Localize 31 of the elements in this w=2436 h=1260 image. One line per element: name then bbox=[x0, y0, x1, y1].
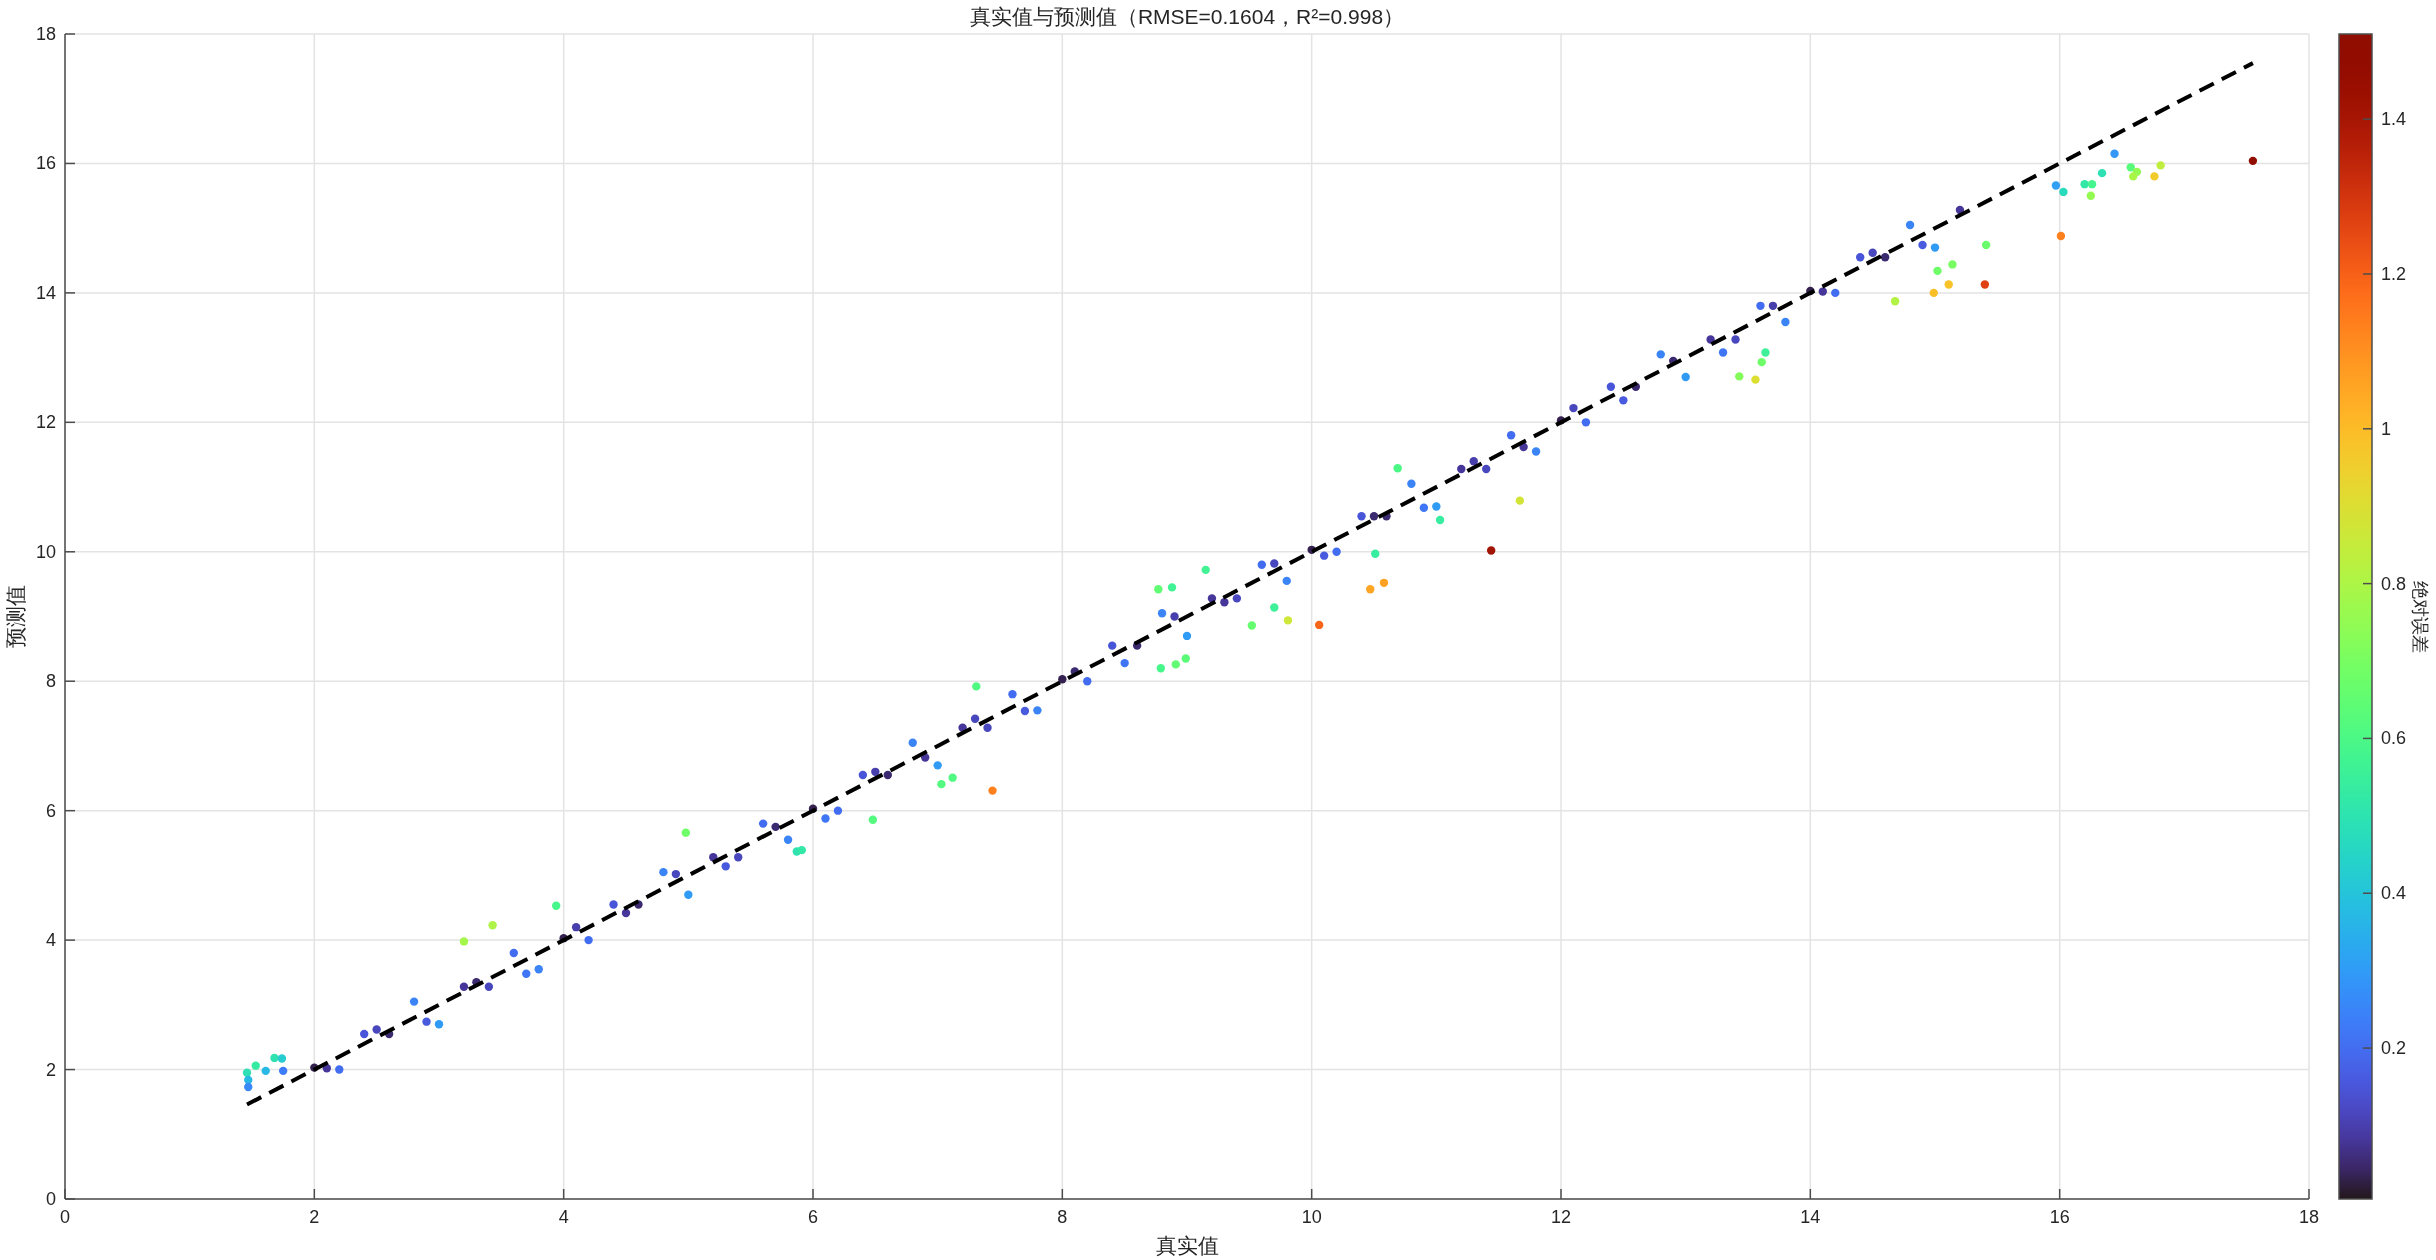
color-bar-label: 1.4 bbox=[2381, 109, 2407, 130]
x-tick-label: 12 bbox=[1550, 1207, 1572, 1227]
y-tick-label: 14 bbox=[35, 282, 56, 303]
y-tick-label: 0 bbox=[45, 1189, 56, 1209]
color-bar-label: 1.2 bbox=[2381, 263, 2407, 284]
color-bar-label: 0.6 bbox=[2381, 728, 2407, 749]
x-tick-label: 0 bbox=[59, 1207, 71, 1227]
color-bar-label: 0.2 bbox=[2381, 1038, 2407, 1059]
x-axis-title: 真实值 bbox=[1155, 1233, 1219, 1257]
y-tick-label: 8 bbox=[45, 671, 56, 692]
y-tick-label: 10 bbox=[35, 541, 56, 562]
color-bar-label: 0.4 bbox=[2381, 883, 2407, 904]
x-tick-label: 16 bbox=[2049, 1207, 2070, 1227]
y-tick-label: 18 bbox=[35, 24, 56, 44]
x-tick-label: 6 bbox=[807, 1207, 819, 1227]
y-tick-label: 12 bbox=[35, 412, 56, 433]
x-tick-label: 10 bbox=[1301, 1207, 1322, 1227]
chart-title: 真实值与预测值（RMSE=0.1604，R²=0.998） bbox=[969, 4, 1405, 28]
y-axis-title: 预测值 bbox=[3, 585, 27, 648]
x-tick-label: 14 bbox=[1800, 1207, 1821, 1227]
y-tick-label: 16 bbox=[35, 153, 56, 174]
color-bar-label: 1 bbox=[2381, 418, 2392, 439]
x-tick-label: 8 bbox=[1057, 1207, 1068, 1227]
y-tick-label: 2 bbox=[45, 1059, 56, 1080]
y-tick-label: 6 bbox=[45, 800, 56, 821]
x-tick-label: 2 bbox=[309, 1207, 320, 1227]
color-bar-label: 0.8 bbox=[2381, 573, 2407, 594]
x-tick-label: 4 bbox=[558, 1207, 569, 1227]
color-bar-title: 绝对误差 bbox=[2410, 580, 2430, 653]
x-tick-label: 18 bbox=[2298, 1207, 2320, 1227]
y-tick-label: 4 bbox=[45, 930, 56, 951]
